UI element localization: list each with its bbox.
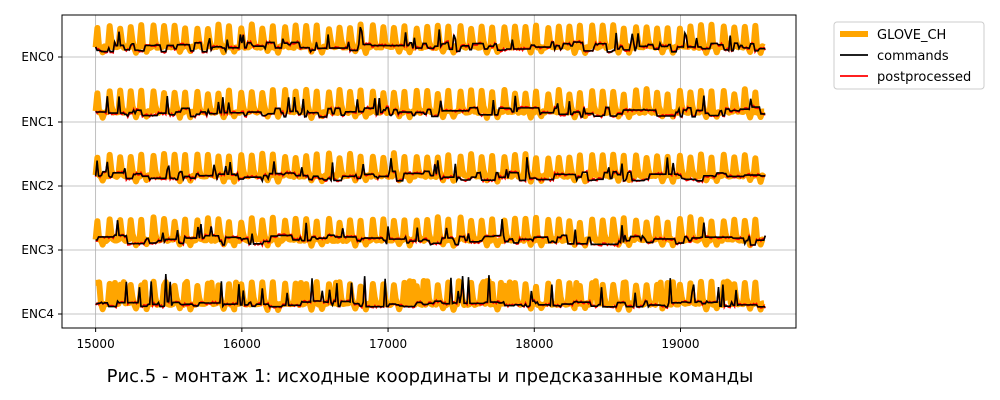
- x-tick-label: 18000: [515, 337, 553, 351]
- y-tick-label: ENC1: [21, 115, 54, 129]
- series-commands-enc0: [94, 26, 766, 55]
- y-tick-label: ENC2: [21, 179, 54, 193]
- x-tick-label: 17000: [369, 337, 407, 351]
- series-commands-enc4: [95, 274, 766, 309]
- figure-caption: Рис.5 - монтаж 1: исходные координаты и …: [107, 366, 754, 387]
- legend-label-postprocessed: postprocessed: [877, 70, 971, 85]
- legend: GLOVE_CH commands postprocessed: [833, 21, 985, 90]
- legend-frame: [833, 21, 985, 90]
- series-commands-enc2: [94, 157, 766, 184]
- legend-label-commands: commands: [877, 49, 949, 64]
- y-tick-label: ENC4: [21, 307, 54, 321]
- y-tick-label: ENC3: [21, 243, 54, 257]
- x-tick-label: 16000: [223, 337, 261, 351]
- series-glove-enc3: [92, 214, 766, 249]
- series-layer: [92, 21, 767, 313]
- y-axis: ENC0 ENC1 ENC2 ENC3 ENC4: [21, 50, 62, 321]
- legend-label-glove: GLOVE_CH: [877, 28, 946, 43]
- x-tick-label: 15000: [77, 337, 115, 351]
- series-commands-enc3: [95, 218, 767, 247]
- x-axis: 15000 16000 17000 18000 19000: [77, 328, 700, 351]
- x-tick-label: 19000: [661, 337, 699, 351]
- plot-frame: [61, 14, 797, 329]
- y-tick-label: ENC0: [21, 50, 54, 64]
- series-commands-enc1: [95, 95, 766, 118]
- series-glove-enc4: [94, 278, 766, 313]
